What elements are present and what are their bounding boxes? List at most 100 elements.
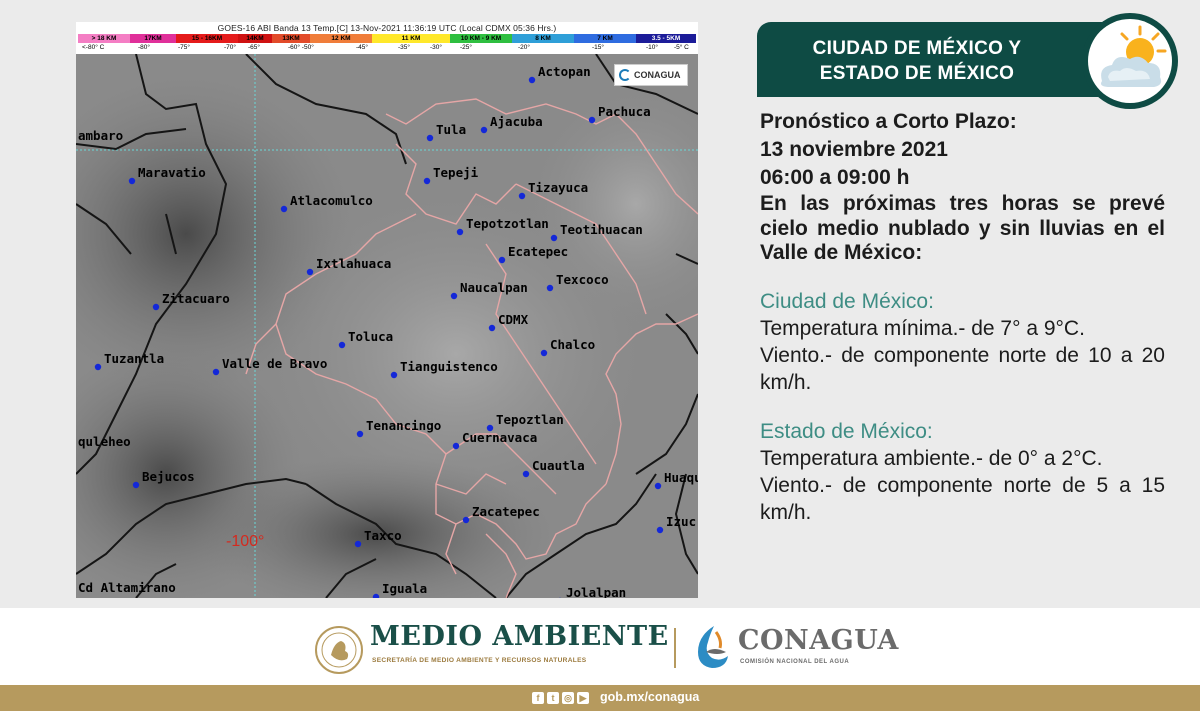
conagua-title: CONAGUA	[738, 625, 899, 656]
cdmx-temperature: Temperatura mínima.- de 7° a 9°C.	[760, 316, 1085, 340]
bottom-bar: f t ◎ ▶ gob.mx/conagua	[0, 685, 1200, 711]
conagua-watermark: CONAGUA	[614, 64, 688, 86]
longitude-label: -100°	[226, 533, 264, 550]
scale-segment: 14KM	[238, 34, 272, 43]
satellite-image: -100° Actopan Pachuca ambaro Tula Ajacuba Mar…	[76, 54, 698, 598]
city-label: Naucalpan	[460, 280, 528, 295]
city-marker	[280, 205, 288, 213]
city-marker	[456, 228, 464, 236]
city-label: Tizayuca	[528, 180, 588, 195]
city-marker	[546, 284, 554, 292]
scale-segment: 8 KM	[512, 34, 574, 43]
city-label: Ecatepec	[508, 244, 568, 259]
scale-temp-label: <-80° C	[82, 44, 105, 51]
scale-temp-label: -75°	[178, 44, 190, 51]
city-label: Tepotzotlan	[466, 216, 549, 231]
city-label: Tepoztlan	[496, 412, 564, 427]
city-label: Cuernavaca	[462, 430, 537, 445]
city-label: Huaqu	[664, 470, 698, 485]
map-title: GOES-16 ABI Banda 13 Temp.[C] 13-Nov-202…	[217, 23, 557, 33]
city-marker	[128, 177, 136, 185]
region-banner: CIUDAD DE MÉXICO Y ESTADO DE MÉXICO	[757, 22, 1112, 97]
city-label: quleheo	[78, 434, 131, 449]
scale-segment: 3.5 - 5KM	[636, 34, 696, 43]
city-marker	[486, 424, 494, 432]
scale-temp-label: -70°	[224, 44, 236, 51]
forecast-summary: En las próximas tres horas se prevé ciel…	[760, 192, 1165, 264]
medio-ambiente-subtitle: SECRETARÍA DE MEDIO AMBIENTE Y RECURSOS …	[372, 657, 587, 664]
banner-line-2: ESTADO DE MÉXICO	[819, 63, 1015, 84]
city-label: Jolalpan	[566, 585, 626, 598]
facebook-icon[interactable]: f	[532, 692, 544, 704]
youtube-icon[interactable]: ▶	[577, 692, 589, 704]
edomex-wind: Viento.- de componente norte de 5 a 15 k…	[760, 473, 1165, 524]
city-marker	[450, 292, 458, 300]
scale-temp-label: -30°	[430, 44, 442, 51]
conagua-swirl-icon	[619, 69, 631, 81]
city-label: Tianguistenco	[400, 359, 498, 374]
city-marker	[550, 234, 558, 242]
scale-segment: 12 KM	[310, 34, 372, 43]
city-label: Zacatepec	[472, 504, 540, 519]
medio-ambiente-title: MEDIO AMBIENTE	[370, 621, 669, 652]
scale-temp-label: -80°	[138, 44, 150, 51]
edomex-temperature: Temperatura ambiente.- de 0° a 2°C.	[760, 446, 1103, 470]
city-marker	[518, 192, 526, 200]
scale-segment: > 18 KM	[78, 34, 130, 43]
footer: MEDIO AMBIENTE SECRETARÍA DE MEDIO AMBIE…	[0, 608, 1200, 685]
cdmx-title: Ciudad de México:	[760, 289, 934, 313]
city-label: CDMX	[498, 312, 529, 327]
city-marker	[654, 482, 662, 490]
city-label: Texcoco	[556, 272, 609, 287]
scale-temp-label: -35°	[398, 44, 410, 51]
cdmx-wind: Viento.- de componente norte de 10 a 20 …	[760, 343, 1165, 394]
city-marker	[426, 134, 434, 142]
city-label: Tepeji	[433, 165, 479, 180]
city-marker	[338, 341, 346, 349]
instagram-icon[interactable]: ◎	[562, 692, 574, 704]
city-marker	[498, 256, 506, 264]
scale-temp-label: -15°	[592, 44, 604, 51]
city-label: Zitacuaro	[162, 291, 230, 306]
conagua-subtitle: COMISIÓN NACIONAL DEL AGUA	[740, 659, 850, 665]
city-marker	[452, 442, 460, 450]
city-marker	[588, 116, 596, 124]
edomex-title: Estado de México:	[760, 419, 933, 443]
city-label: Pachuca	[598, 104, 651, 119]
city-label: Cd Altamirano	[78, 580, 176, 595]
city-label: Atlacomulco	[290, 193, 373, 208]
scale-temp-label: -65°	[248, 44, 260, 51]
city-marker	[528, 76, 536, 84]
forecast-heading: Pronóstico a Corto Plazo:	[760, 110, 1017, 133]
scale-temp-label: -20°	[518, 44, 530, 51]
city-label: Valle de Bravo	[222, 356, 327, 371]
national-seal-icon	[315, 626, 363, 674]
watermark-text: CONAGUA	[634, 70, 681, 80]
city-marker	[480, 126, 488, 134]
city-label: Chalco	[550, 337, 595, 352]
satellite-map: GOES-16 ABI Banda 13 Temp.[C] 13-Nov-202…	[76, 22, 698, 598]
city-label: Tuzantla	[104, 351, 164, 366]
social-icons: f t ◎ ▶	[532, 692, 589, 704]
city-label: Toluca	[348, 329, 393, 344]
forecast-hours: 06:00 a 09:00 h	[760, 166, 910, 189]
city-marker	[372, 593, 380, 598]
city-label: Bejucos	[142, 469, 195, 484]
sun-cloud-icon	[1101, 25, 1167, 87]
altitude-scale-bar: > 18 KM 17KM 15 - 16KM 14KM 13KM 12 KM 11 KM 10…	[78, 34, 696, 43]
forecast-panel: Pronóstico a Corto Plazo: 13 noviembre 2…	[760, 108, 1165, 526]
city-marker	[94, 363, 102, 371]
city-label: Izuc	[666, 514, 696, 529]
city-marker	[356, 430, 364, 438]
twitter-icon[interactable]: t	[547, 692, 559, 704]
city-marker	[656, 526, 664, 534]
city-label: Ajacuba	[490, 114, 543, 129]
gob-url-link[interactable]: gob.mx/conagua	[600, 690, 700, 704]
scale-segment: 7 KM	[574, 34, 636, 43]
scale-segment: 11 KM	[372, 34, 450, 43]
scale-temp-label: -25°	[460, 44, 472, 51]
scale-segment: 15 - 16KM	[176, 34, 238, 43]
city-marker	[462, 516, 470, 524]
city-label: ambaro	[78, 128, 123, 143]
forecast-date: 13 noviembre 2021	[760, 138, 948, 161]
